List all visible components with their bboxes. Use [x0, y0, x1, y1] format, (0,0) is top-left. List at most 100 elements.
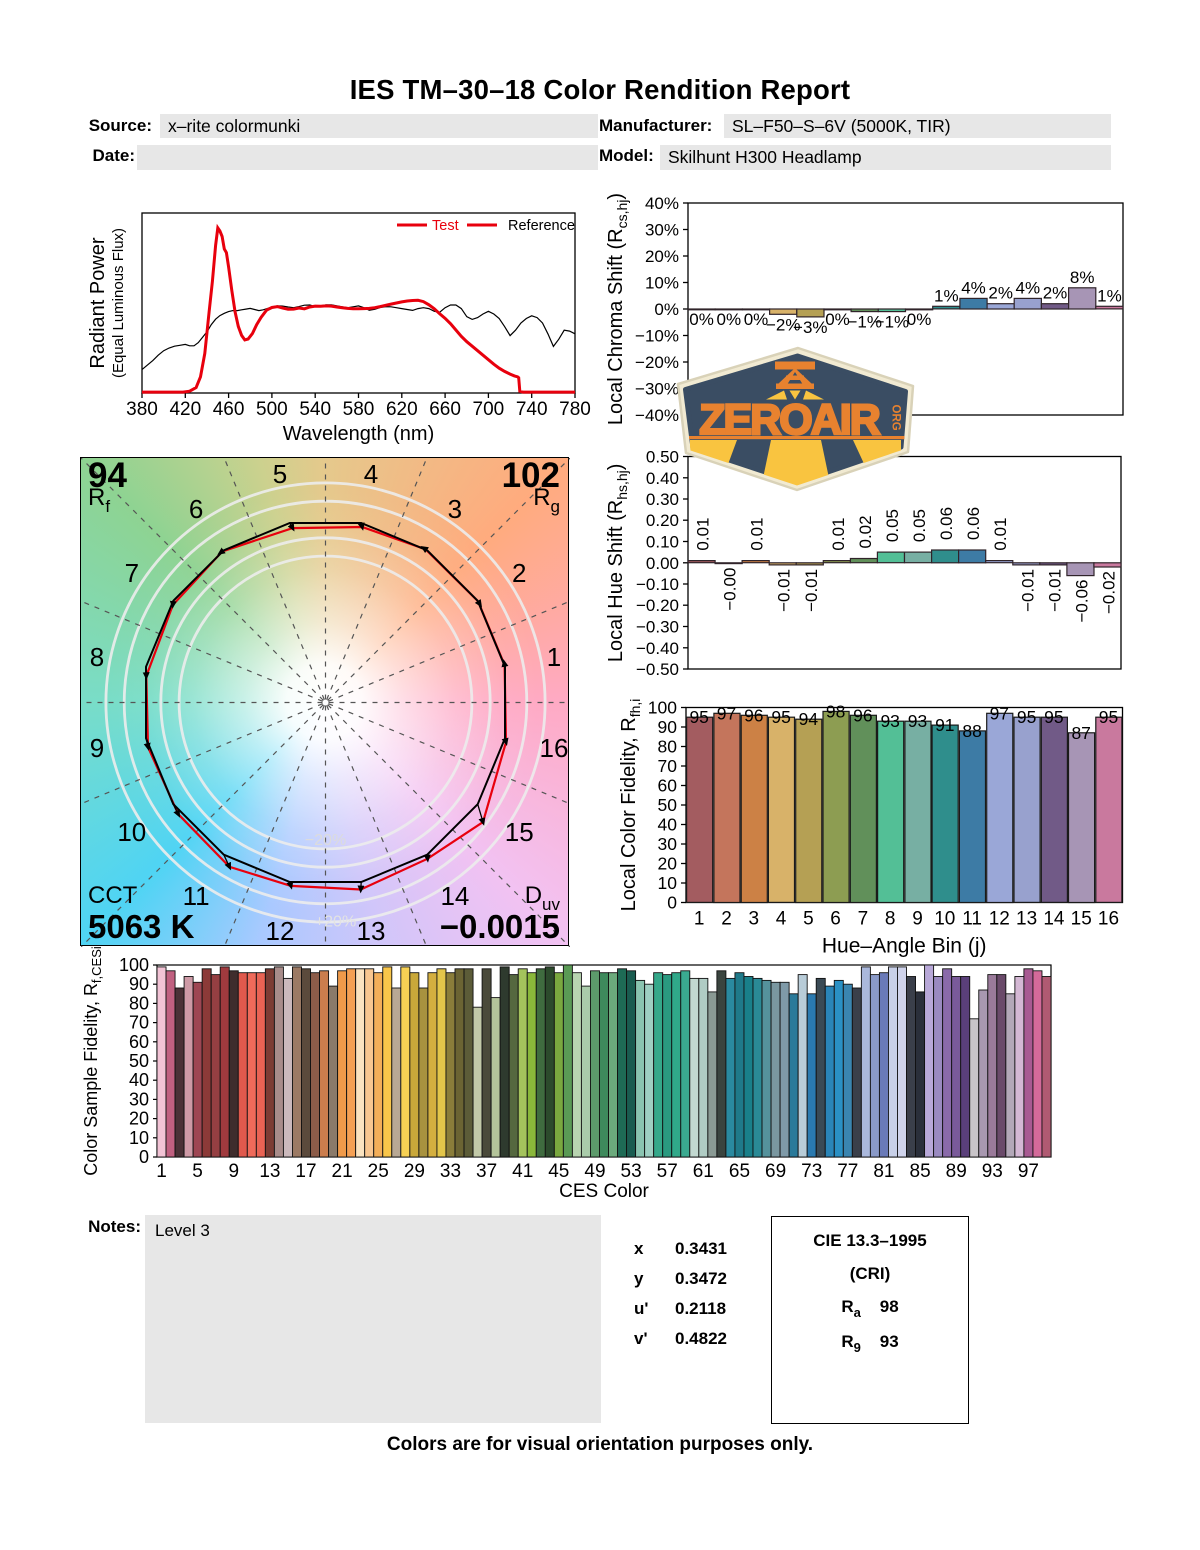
svg-text:1: 1 — [694, 909, 705, 930]
svg-text:60: 60 — [129, 1032, 149, 1052]
svg-text:96: 96 — [744, 705, 763, 725]
svg-text:40: 40 — [658, 815, 678, 835]
svg-text:40%: 40% — [645, 194, 679, 213]
svg-text:40: 40 — [129, 1070, 149, 1090]
svg-text:0.02: 0.02 — [856, 515, 875, 548]
svg-text:0%: 0% — [825, 310, 850, 329]
svg-text:−30%: −30% — [635, 380, 679, 399]
svg-text:7: 7 — [125, 558, 139, 588]
svg-text:Test: Test — [432, 218, 459, 234]
svg-text:0.06: 0.06 — [937, 507, 956, 540]
svg-text:0%: 0% — [907, 310, 932, 329]
svg-text:Local Hue Shift (Rhs,hj): Local Hue Shift (Rhs,hj) — [605, 464, 630, 663]
svg-text:10: 10 — [934, 909, 955, 930]
svg-text:9: 9 — [912, 909, 923, 930]
svg-text:−2%: −2% — [766, 315, 801, 334]
svg-text:−10%: −10% — [635, 327, 679, 346]
svg-text:0%: 0% — [744, 310, 769, 329]
svg-text:5: 5 — [192, 1161, 203, 1182]
svg-text:Local Color Fidelity, Rfh,i: Local Color Fidelity, Rfh,i — [618, 699, 643, 912]
svg-text:80: 80 — [129, 993, 149, 1013]
svg-text:12: 12 — [266, 916, 295, 946]
svg-text:−0.01: −0.01 — [1045, 569, 1064, 612]
svg-text:100: 100 — [648, 698, 677, 718]
svg-text:−0.20: −0.20 — [636, 596, 679, 615]
svg-text:33: 33 — [440, 1161, 461, 1182]
svg-text:4%: 4% — [1016, 278, 1041, 297]
svg-text:14: 14 — [1043, 909, 1065, 930]
svg-text:93: 93 — [908, 711, 927, 731]
svg-text:98: 98 — [826, 701, 845, 721]
svg-text:69: 69 — [765, 1161, 786, 1182]
svg-text:2: 2 — [721, 909, 732, 930]
svg-text:−0.01: −0.01 — [802, 569, 821, 612]
svg-text:60: 60 — [658, 776, 678, 796]
svg-text:Color Sample Fidelity, Rf,CESi: Color Sample Fidelity, Rf,CESi — [81, 946, 104, 1176]
svg-text:−0.01: −0.01 — [1018, 569, 1037, 612]
svg-text:660: 660 — [429, 399, 461, 420]
svg-text:87: 87 — [1071, 723, 1090, 743]
svg-text:0.05: 0.05 — [883, 509, 902, 542]
svg-text:16: 16 — [540, 733, 569, 763]
svg-text:17: 17 — [295, 1161, 316, 1182]
svg-text:Wavelength (nm): Wavelength (nm) — [283, 423, 435, 445]
svg-text:6: 6 — [189, 494, 203, 524]
svg-text:14: 14 — [440, 881, 469, 911]
svg-text:Radiant Power: Radiant Power — [87, 237, 109, 369]
svg-text:20%: 20% — [645, 247, 679, 266]
svg-text:45: 45 — [548, 1161, 569, 1182]
svg-text:50: 50 — [658, 795, 678, 815]
svg-text:77: 77 — [837, 1161, 858, 1182]
svg-text:0.10: 0.10 — [646, 533, 679, 552]
svg-text:93: 93 — [880, 711, 899, 731]
svg-text:0.50: 0.50 — [646, 448, 679, 467]
svg-text:740: 740 — [516, 399, 548, 420]
svg-text:91: 91 — [935, 715, 954, 735]
svg-text:11: 11 — [183, 881, 210, 911]
svg-text:2%: 2% — [988, 284, 1013, 303]
svg-text:88: 88 — [962, 721, 981, 741]
svg-text:0.00: 0.00 — [646, 554, 679, 573]
svg-text:(Equal Luminous Flux): (Equal Luminous Flux) — [110, 228, 127, 378]
svg-text:70: 70 — [658, 756, 678, 776]
svg-text:420: 420 — [169, 399, 201, 420]
svg-text:−0.50: −0.50 — [636, 660, 679, 679]
svg-text:−1%: −1% — [847, 313, 882, 332]
svg-text:3: 3 — [448, 494, 462, 524]
svg-text:50: 50 — [129, 1051, 149, 1071]
svg-text:8%: 8% — [1070, 268, 1095, 287]
svg-text:0.40: 0.40 — [646, 469, 679, 488]
svg-text:Local Chroma Shift (Rcs,hj): Local Chroma Shift (Rcs,hj) — [605, 193, 630, 425]
svg-text:500: 500 — [256, 399, 288, 420]
svg-text:−20%: −20% — [635, 353, 679, 372]
svg-text:−0.10: −0.10 — [636, 575, 679, 594]
svg-text:620: 620 — [386, 399, 418, 420]
svg-text:49: 49 — [584, 1161, 605, 1182]
svg-text:15: 15 — [505, 817, 534, 847]
svg-text:−0.02: −0.02 — [1100, 571, 1119, 614]
svg-text:97: 97 — [1018, 1161, 1039, 1182]
svg-text:90: 90 — [658, 717, 678, 737]
svg-text:100: 100 — [119, 955, 149, 975]
svg-text:13: 13 — [357, 916, 386, 946]
svg-text:Hue–Angle Bin (j): Hue–Angle Bin (j) — [822, 935, 987, 958]
svg-text:80: 80 — [658, 737, 678, 757]
svg-text:89: 89 — [946, 1161, 967, 1182]
svg-text:93: 93 — [982, 1161, 1003, 1182]
svg-text:0.06: 0.06 — [964, 507, 983, 540]
svg-text:0.01: 0.01 — [748, 518, 767, 551]
svg-text:8: 8 — [90, 642, 104, 672]
svg-text:2%: 2% — [1043, 284, 1068, 303]
svg-text:30: 30 — [129, 1089, 149, 1109]
svg-text:−0.01: −0.01 — [775, 569, 794, 612]
svg-text:−0.30: −0.30 — [636, 618, 679, 637]
svg-text:13: 13 — [1016, 909, 1037, 930]
svg-text:41: 41 — [512, 1161, 533, 1182]
svg-text:12: 12 — [989, 909, 1010, 930]
svg-text:780: 780 — [559, 399, 591, 420]
svg-text:0.30: 0.30 — [646, 490, 679, 509]
svg-text:30%: 30% — [645, 221, 679, 240]
svg-text:700: 700 — [473, 399, 505, 420]
svg-text:0.01: 0.01 — [694, 518, 713, 551]
svg-text:−0.06: −0.06 — [1072, 580, 1091, 623]
